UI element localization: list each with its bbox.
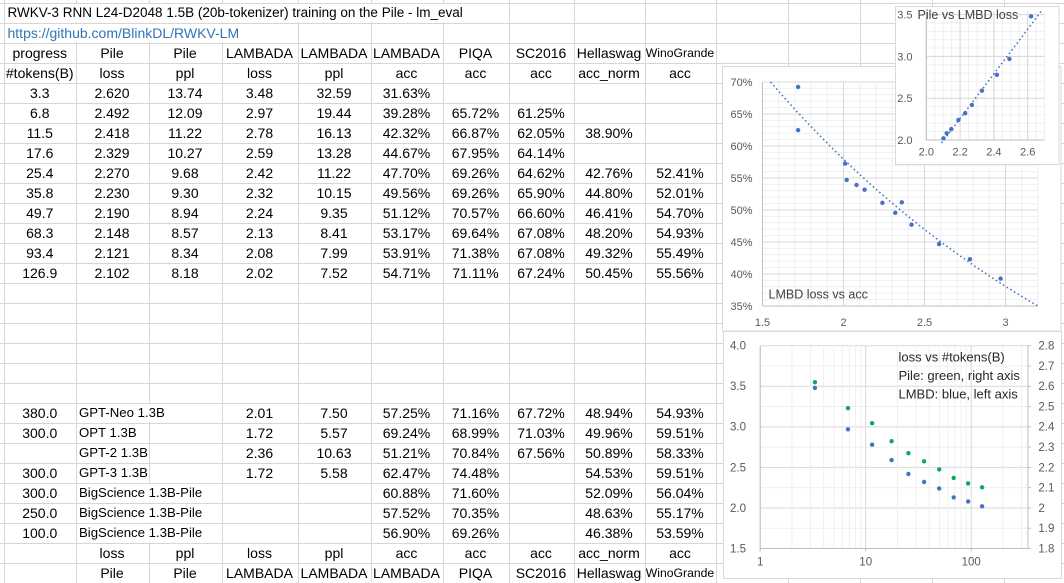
svg-text:2.0: 2.0 (919, 147, 934, 159)
svg-text:2.0: 2.0 (897, 135, 912, 147)
svg-text:10: 10 (859, 556, 872, 568)
svg-text:3.5: 3.5 (730, 381, 746, 393)
svg-text:2.3: 2.3 (1038, 442, 1054, 454)
svg-text:2: 2 (840, 317, 846, 329)
svg-text:1.5: 1.5 (730, 543, 746, 555)
svg-text:40%: 40% (730, 269, 752, 281)
svg-text:2.2: 2.2 (1038, 462, 1054, 474)
svg-text:2.6: 2.6 (1038, 381, 1054, 393)
svg-text:3.0: 3.0 (730, 421, 746, 433)
svg-text:1: 1 (756, 556, 762, 568)
svg-text:Pile vs LMBD loss: Pile vs LMBD loss (918, 8, 1019, 22)
svg-text:2.8: 2.8 (1038, 340, 1054, 352)
svg-text:loss vs #tokens(B): loss vs #tokens(B) (898, 349, 1004, 364)
svg-text:3: 3 (1002, 317, 1008, 329)
svg-text:2.1: 2.1 (1038, 482, 1054, 494)
svg-text:2.2: 2.2 (952, 147, 967, 159)
svg-text:2.4: 2.4 (1038, 421, 1055, 433)
svg-text:4.0: 4.0 (730, 340, 746, 352)
svg-text:100: 100 (961, 556, 980, 568)
svg-text:45%: 45% (730, 237, 752, 249)
svg-text:2: 2 (1038, 503, 1044, 515)
svg-text:2.5: 2.5 (897, 93, 912, 105)
svg-text:2.5: 2.5 (1038, 401, 1054, 413)
svg-text:55%: 55% (730, 173, 752, 185)
svg-text:LMBD loss vs acc: LMBD loss vs acc (769, 288, 868, 302)
svg-text:LMBD: blue, left axis: LMBD: blue, left axis (898, 386, 1018, 401)
svg-text:Pile: green, right axis: Pile: green, right axis (898, 368, 1020, 383)
svg-text:1.5: 1.5 (755, 317, 770, 329)
svg-text:1.9: 1.9 (1038, 523, 1054, 535)
svg-text:60%: 60% (730, 141, 752, 153)
svg-text:2.6: 2.6 (1020, 147, 1035, 159)
svg-text:2.4: 2.4 (986, 147, 1001, 159)
svg-text:2.5: 2.5 (730, 462, 746, 474)
svg-text:2.7: 2.7 (1038, 361, 1054, 373)
svg-text:1.8: 1.8 (1038, 543, 1054, 555)
svg-text:2.5: 2.5 (917, 317, 932, 329)
svg-text:35%: 35% (730, 301, 752, 313)
svg-text:65%: 65% (730, 109, 752, 121)
svg-text:2.0: 2.0 (730, 503, 746, 515)
svg-text:50%: 50% (730, 205, 752, 217)
svg-text:70%: 70% (730, 77, 752, 89)
svg-text:3.5: 3.5 (897, 10, 912, 22)
svg-text:3.0: 3.0 (897, 51, 912, 63)
